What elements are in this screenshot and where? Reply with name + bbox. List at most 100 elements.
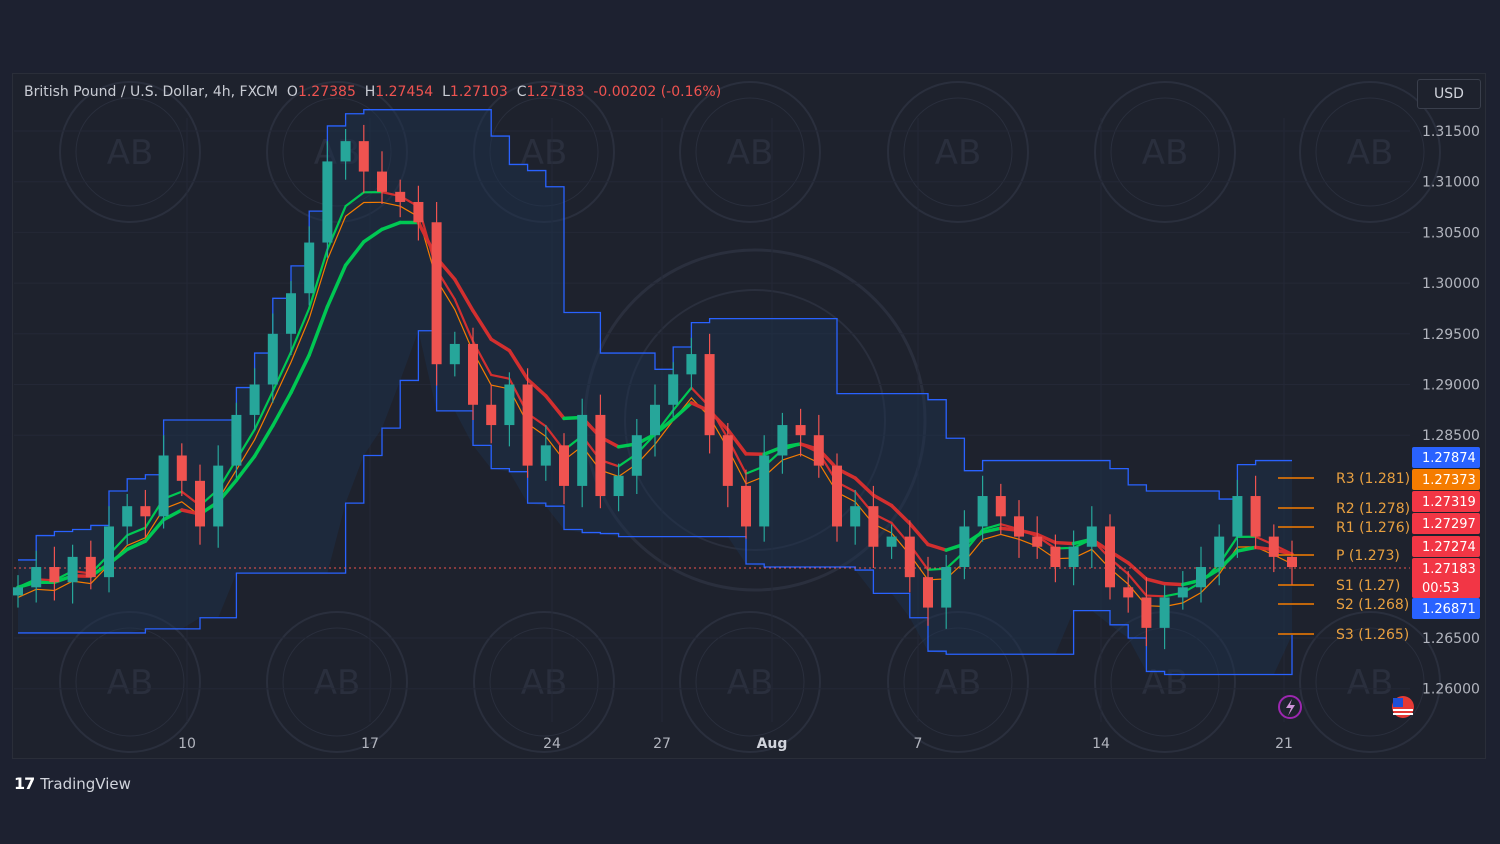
candle-body [413, 201, 424, 223]
ema-slow-line [889, 503, 912, 526]
price-badge [1412, 598, 1480, 619]
chart-frame [12, 73, 1486, 759]
price-tick-label: 1.26500 [1422, 631, 1480, 647]
ema-slow-line [871, 493, 894, 508]
pivot-label: S2 (1.268) [1336, 597, 1409, 613]
ema-slow-line [1053, 540, 1076, 546]
watermark-seal-inner [1315, 627, 1425, 737]
ema-fast-line [1127, 572, 1148, 597]
high-value: 1.27454 [375, 84, 434, 100]
watermark-initials: AB [727, 663, 774, 703]
lightning-icon[interactable] [1278, 695, 1302, 719]
candle-body [832, 465, 842, 527]
watermark-initials: AB [314, 133, 361, 173]
candle-body [923, 577, 933, 608]
candle-body [941, 567, 952, 608]
price-tick-label: 1.30000 [1422, 276, 1480, 292]
ema-slow-line [362, 227, 384, 244]
candle-body [613, 475, 624, 497]
candle-body [286, 293, 296, 334]
candle-body [559, 445, 569, 486]
price-tick-label: 1.29500 [1422, 327, 1480, 343]
ema-slow-line [307, 304, 330, 357]
time-tick-label: 21 [1275, 736, 1293, 752]
candle-body [1250, 496, 1261, 537]
price-badge-label: 1.27373 [1422, 473, 1476, 488]
candle-body [231, 414, 242, 466]
candle-body [468, 343, 478, 405]
candle-body [886, 536, 897, 547]
watermark-initials: AB [521, 133, 568, 173]
price-tick-label: 1.28500 [1422, 428, 1480, 444]
ema-slow-line [471, 308, 493, 342]
ema-slow-line [125, 539, 148, 552]
candle-body [631, 435, 642, 476]
currency-button[interactable]: USD [1417, 79, 1481, 109]
candle-body [522, 384, 533, 466]
time-axis[interactable]: 10 17 24 27 Aug 7 14 21 [178, 736, 1293, 752]
close-label: C [516, 84, 527, 100]
pivot-label: S3 (1.265) [1336, 627, 1409, 643]
symbol-name: British Pound / U.S. Dollar, 4h, FXCM [24, 84, 279, 100]
watermark-seal-inner [75, 627, 185, 737]
price-badge-label: 1.26871 [1422, 602, 1476, 617]
price-badge [1412, 491, 1480, 512]
ema-slow-line [380, 220, 402, 232]
ema-fast-line [453, 298, 475, 343]
price-tick-label: 1.29000 [1422, 378, 1480, 394]
open-label: O [286, 84, 298, 100]
tradingview-logo-icon: 17 [14, 774, 35, 793]
watermark-seal-inner [1110, 97, 1220, 207]
time-tick-label: 7 [914, 736, 923, 752]
candle-body [686, 354, 697, 375]
candle-body [1086, 526, 1097, 547]
watermark-seal [679, 81, 821, 223]
price-axis[interactable]: 1.31500 1.31000 1.30500 1.30000 1.29500 1.290… [1422, 124, 1480, 698]
price-tick-label: 1.31500 [1422, 124, 1480, 140]
candle-body [358, 141, 369, 172]
candle-body [540, 445, 551, 466]
time-tick-label: 17 [361, 736, 379, 752]
ema-slow-line [908, 521, 930, 547]
candle-body [176, 455, 187, 481]
ema-slow-line [1035, 532, 1058, 545]
price-badge-countdown: 00:53 [1422, 581, 1459, 596]
symbol-legend: British Pound / U.S. Dollar, 4h, FXCM O 1… [24, 84, 721, 100]
ema-slow-line [234, 454, 257, 482]
candle-body [504, 384, 515, 426]
price-badge [1412, 447, 1480, 468]
watermark-seal-inner [75, 97, 185, 207]
ema-slow-line [143, 517, 166, 543]
ema-slow-line [1126, 561, 1149, 581]
price-badge-label: 1.27183 [1422, 562, 1476, 577]
candle-body [1141, 597, 1152, 628]
tradingview-logo[interactable]: 17 TradingView [14, 774, 131, 793]
us-flag-stripe [1393, 709, 1413, 711]
candle-body [759, 455, 770, 527]
watermark-initials: AB [1142, 663, 1189, 703]
us-flag-stripe [1393, 713, 1413, 715]
watermark-initials: AB [521, 663, 568, 703]
us-flag-canton [1393, 698, 1403, 707]
ema-slow-line [980, 526, 1003, 534]
candle-body [577, 414, 588, 486]
channel-upper [18, 109, 1292, 561]
change-value: -0.00202 (-0.16%) [593, 84, 722, 100]
high-label: H [364, 84, 376, 100]
candle-body [1050, 546, 1061, 568]
watermark-initials: AB [107, 133, 154, 173]
watermark-seal [266, 611, 408, 753]
time-tick-label: 14 [1092, 736, 1110, 752]
watermark-initials: AB [727, 133, 774, 173]
candle-body [1196, 567, 1206, 588]
watermark-seal [1094, 81, 1236, 223]
watermark-seal-inner [695, 627, 805, 737]
ema-slow-line [271, 390, 293, 428]
candle-body [1159, 597, 1170, 628]
ema-slow-line [343, 240, 366, 268]
candle-body [449, 343, 460, 365]
candle-body [304, 242, 315, 294]
candle-body [104, 526, 114, 578]
watermark-initials: AB [1347, 133, 1394, 173]
